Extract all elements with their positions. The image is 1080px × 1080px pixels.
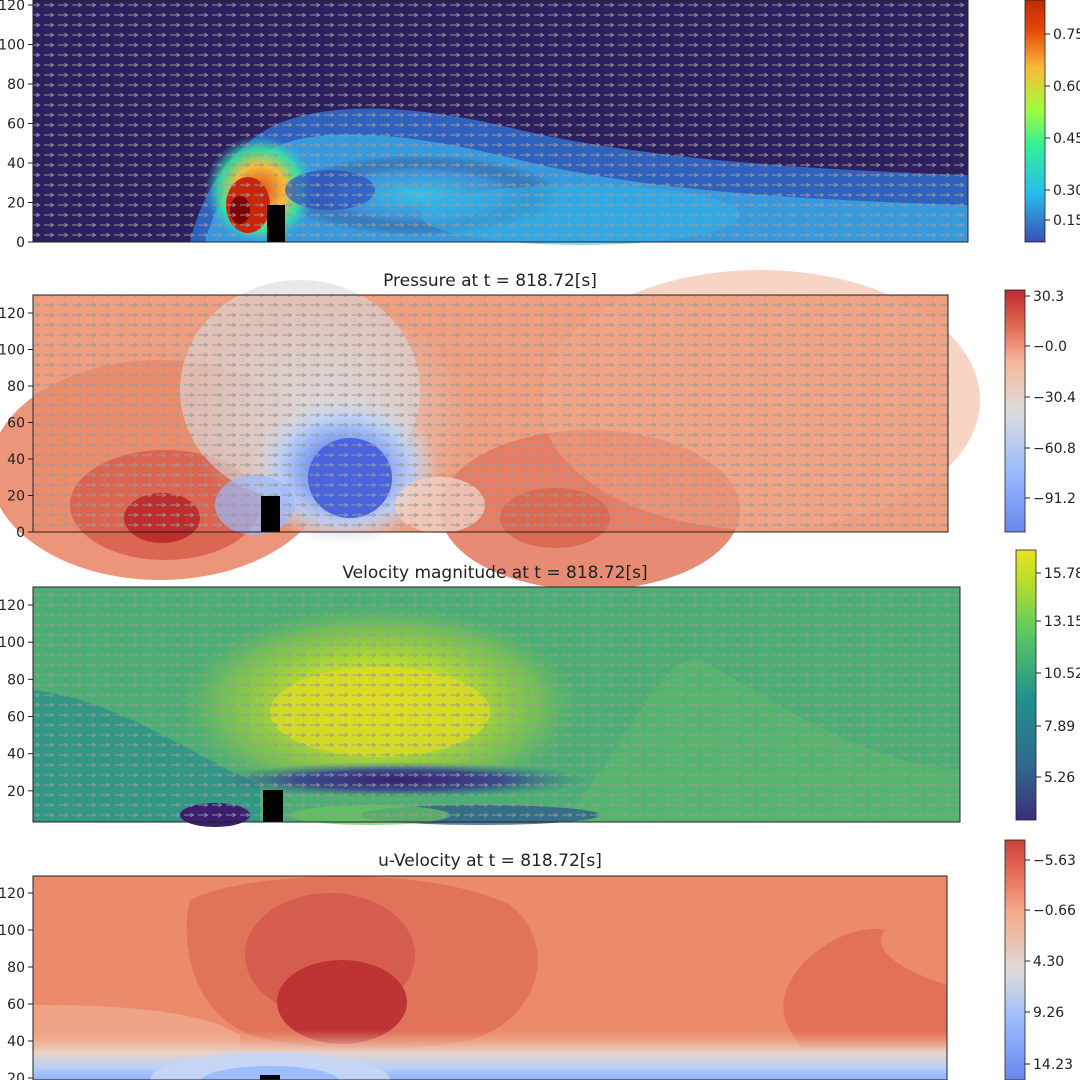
- chart-title-1: Pressure at t = 818.72[s]: [383, 271, 597, 291]
- colorbar-1: [1004, 289, 1026, 533]
- y-tick-label: 120: [0, 886, 25, 902]
- colorbar-tick-label: −91.2: [1033, 491, 1076, 507]
- y-tick-label: 60: [7, 117, 25, 133]
- colorbar-ticks-2: 5.26 7.89 10.52 13.15 15.78: [1036, 566, 1080, 786]
- colorbar-tick-label: −5.63: [1033, 853, 1076, 869]
- colorbar-ticks-0: 0.15 0.30 0.45 0.60 0.75: [1045, 27, 1080, 229]
- y-tick-label: 120: [0, 0, 25, 14]
- panel-2: Velocity magnitude at t = 818.72[s] 20 40…: [0, 549, 1080, 827]
- colorbar-tick-label: 15.78: [1044, 566, 1080, 582]
- y-tick-label: 120: [0, 598, 25, 614]
- y-axis-0: 0 20 40 60 80 100 120: [0, 0, 33, 251]
- colorbar-2: [1015, 549, 1037, 821]
- colorbar-tick-label: −0.0: [1033, 339, 1067, 355]
- y-tick-label: 60: [7, 997, 25, 1013]
- y-tick-label: 100: [0, 635, 25, 651]
- colorbar-tick-label: 9.26: [1033, 1005, 1064, 1021]
- y-tick-label: 100: [0, 923, 25, 939]
- y-tick-label: 20: [7, 489, 25, 505]
- y-tick-label: 80: [7, 960, 25, 976]
- y-tick-label: 20: [7, 196, 25, 212]
- y-tick-label: 60: [7, 416, 25, 432]
- colorbar-tick-label: 14.23: [1033, 1057, 1073, 1073]
- colorbar-tick-label: 0.60: [1053, 79, 1080, 95]
- colorbar-tick-label: 0.15: [1053, 213, 1080, 229]
- colorbar-ticks-1: 30.3 −0.0 −30.4 −60.8 −91.2: [1025, 289, 1076, 507]
- y-tick-label: 0: [16, 525, 25, 541]
- y-tick-label: 80: [7, 379, 25, 395]
- colorbar-tick-label: 0.45: [1053, 131, 1080, 147]
- colorbar-tick-label: 4.30: [1033, 954, 1064, 970]
- y-tick-label: 100: [0, 38, 25, 54]
- colorbar-tick-label: 10.52: [1044, 666, 1080, 682]
- y-tick-label: 40: [7, 452, 25, 468]
- y-tick-label: 0: [16, 235, 25, 251]
- y-tick-label: 80: [7, 77, 25, 93]
- y-tick-label: 100: [0, 343, 25, 359]
- y-axis-3: 20 40 60 80 100 120: [0, 886, 33, 1080]
- obstacle-1: [261, 496, 280, 532]
- field-3: [33, 876, 947, 1080]
- y-tick-label: 120: [0, 306, 25, 322]
- colorbar-tick-label: −60.8: [1033, 441, 1076, 457]
- colorbar-tick-label: 0.30: [1053, 183, 1080, 199]
- panel-3: u-Velocity at t = 818.72[s] 20 40 60 80 100 1…: [0, 839, 1076, 1080]
- colorbar-tick-label: −30.4: [1033, 390, 1076, 406]
- y-tick-label: 80: [7, 672, 25, 688]
- colorbar-tick-label: 7.89: [1044, 719, 1075, 735]
- panel-0: 0 20 40 60 80 100 120 0.15 0.30 0.45 0.60 0.75: [0, 0, 1080, 251]
- colorbar-ticks-3: 14.23 9.26 4.30 −0.66 −5.63: [1025, 853, 1076, 1073]
- y-tick-label: 20: [7, 1071, 25, 1080]
- colorbar-0: [1024, 0, 1046, 243]
- y-tick-label: 20: [7, 784, 25, 800]
- y-tick-label: 60: [7, 710, 25, 726]
- colorbar-tick-label: 0.75: [1053, 27, 1080, 43]
- chart-title-2: Velocity magnitude at t = 818.72[s]: [342, 563, 647, 583]
- y-axis-2: 20 40 60 80 100 120: [0, 598, 33, 800]
- chart-title-3: u-Velocity at t = 818.72[s]: [378, 851, 602, 871]
- colorbar-tick-label: −0.66: [1033, 903, 1076, 919]
- y-tick-label: 40: [7, 1034, 25, 1050]
- obstacle-2: [263, 790, 283, 822]
- y-tick-label: 40: [7, 747, 25, 763]
- colorbar-3: [1004, 839, 1026, 1080]
- obstacle-3: [260, 1075, 280, 1080]
- colorbar-tick-label: 13.15: [1044, 614, 1080, 630]
- y-axis-1: 0 20 40 60 80 100 120: [0, 306, 33, 541]
- y-tick-label: 40: [7, 156, 25, 172]
- colorbar-tick-label: 5.26: [1044, 770, 1075, 786]
- colorbar-tick-label: 30.3: [1033, 289, 1064, 305]
- panel-1: Pressure at t = 818.72[s] 0 20 40 60 80 100 12…: [0, 270, 1076, 590]
- obstacle-0: [267, 205, 285, 242]
